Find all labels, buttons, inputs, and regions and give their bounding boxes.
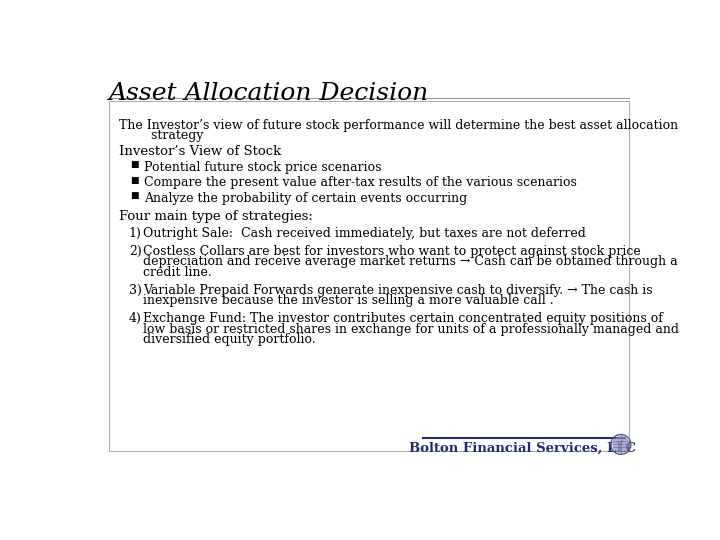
Text: 4): 4) — [129, 312, 142, 326]
Text: Variable Prepaid Forwards generate inexpensive cash to diversify. → The cash is: Variable Prepaid Forwards generate inexp… — [143, 284, 652, 297]
Circle shape — [616, 439, 626, 450]
Circle shape — [611, 434, 631, 455]
Text: credit line.: credit line. — [143, 266, 212, 279]
Text: Asset Allocation Decision: Asset Allocation Decision — [109, 82, 430, 105]
Text: ■: ■ — [130, 192, 139, 200]
Text: Potential future stock price scenarios: Potential future stock price scenarios — [144, 161, 382, 174]
Text: Outright Sale:  Cash received immediately, but taxes are not deferred: Outright Sale: Cash received immediately… — [143, 227, 585, 240]
Text: Compare the present value after-tax results of the various scenarios: Compare the present value after-tax resu… — [144, 177, 577, 190]
Text: Investor’s View of Stock: Investor’s View of Stock — [120, 145, 282, 158]
Text: 1): 1) — [129, 227, 142, 240]
Text: The Investor’s view of future stock performance will determine the best asset al: The Investor’s view of future stock perf… — [120, 119, 678, 132]
Text: Costless Collars are best for investors who want to protect against stock price: Costless Collars are best for investors … — [143, 245, 641, 258]
Text: Analyze the probability of certain events occurring: Analyze the probability of certain event… — [144, 192, 467, 205]
Text: 3): 3) — [129, 284, 142, 297]
Text: ■: ■ — [130, 160, 139, 169]
Text: inexpensive because the investor is selling a more valuable call .: inexpensive because the investor is sell… — [143, 294, 554, 307]
Text: 2): 2) — [129, 245, 142, 258]
Text: Bolton Financial Services, LLC: Bolton Financial Services, LLC — [409, 442, 636, 455]
Text: strategy: strategy — [120, 129, 204, 142]
Text: low basis or restricted shares in exchange for units of a professionally managed: low basis or restricted shares in exchan… — [143, 323, 679, 336]
Text: Exchange Fund: The investor contributes certain concentrated equity positions of: Exchange Fund: The investor contributes … — [143, 312, 662, 326]
Text: Four main type of strategies:: Four main type of strategies: — [120, 210, 313, 222]
Circle shape — [613, 437, 629, 452]
Text: diversified equity portfolio.: diversified equity portfolio. — [143, 333, 315, 346]
FancyBboxPatch shape — [109, 101, 629, 451]
Text: ■: ■ — [130, 176, 139, 185]
Text: depreciation and receive average market returns → Cash can be obtained through a: depreciation and receive average market … — [143, 255, 678, 268]
